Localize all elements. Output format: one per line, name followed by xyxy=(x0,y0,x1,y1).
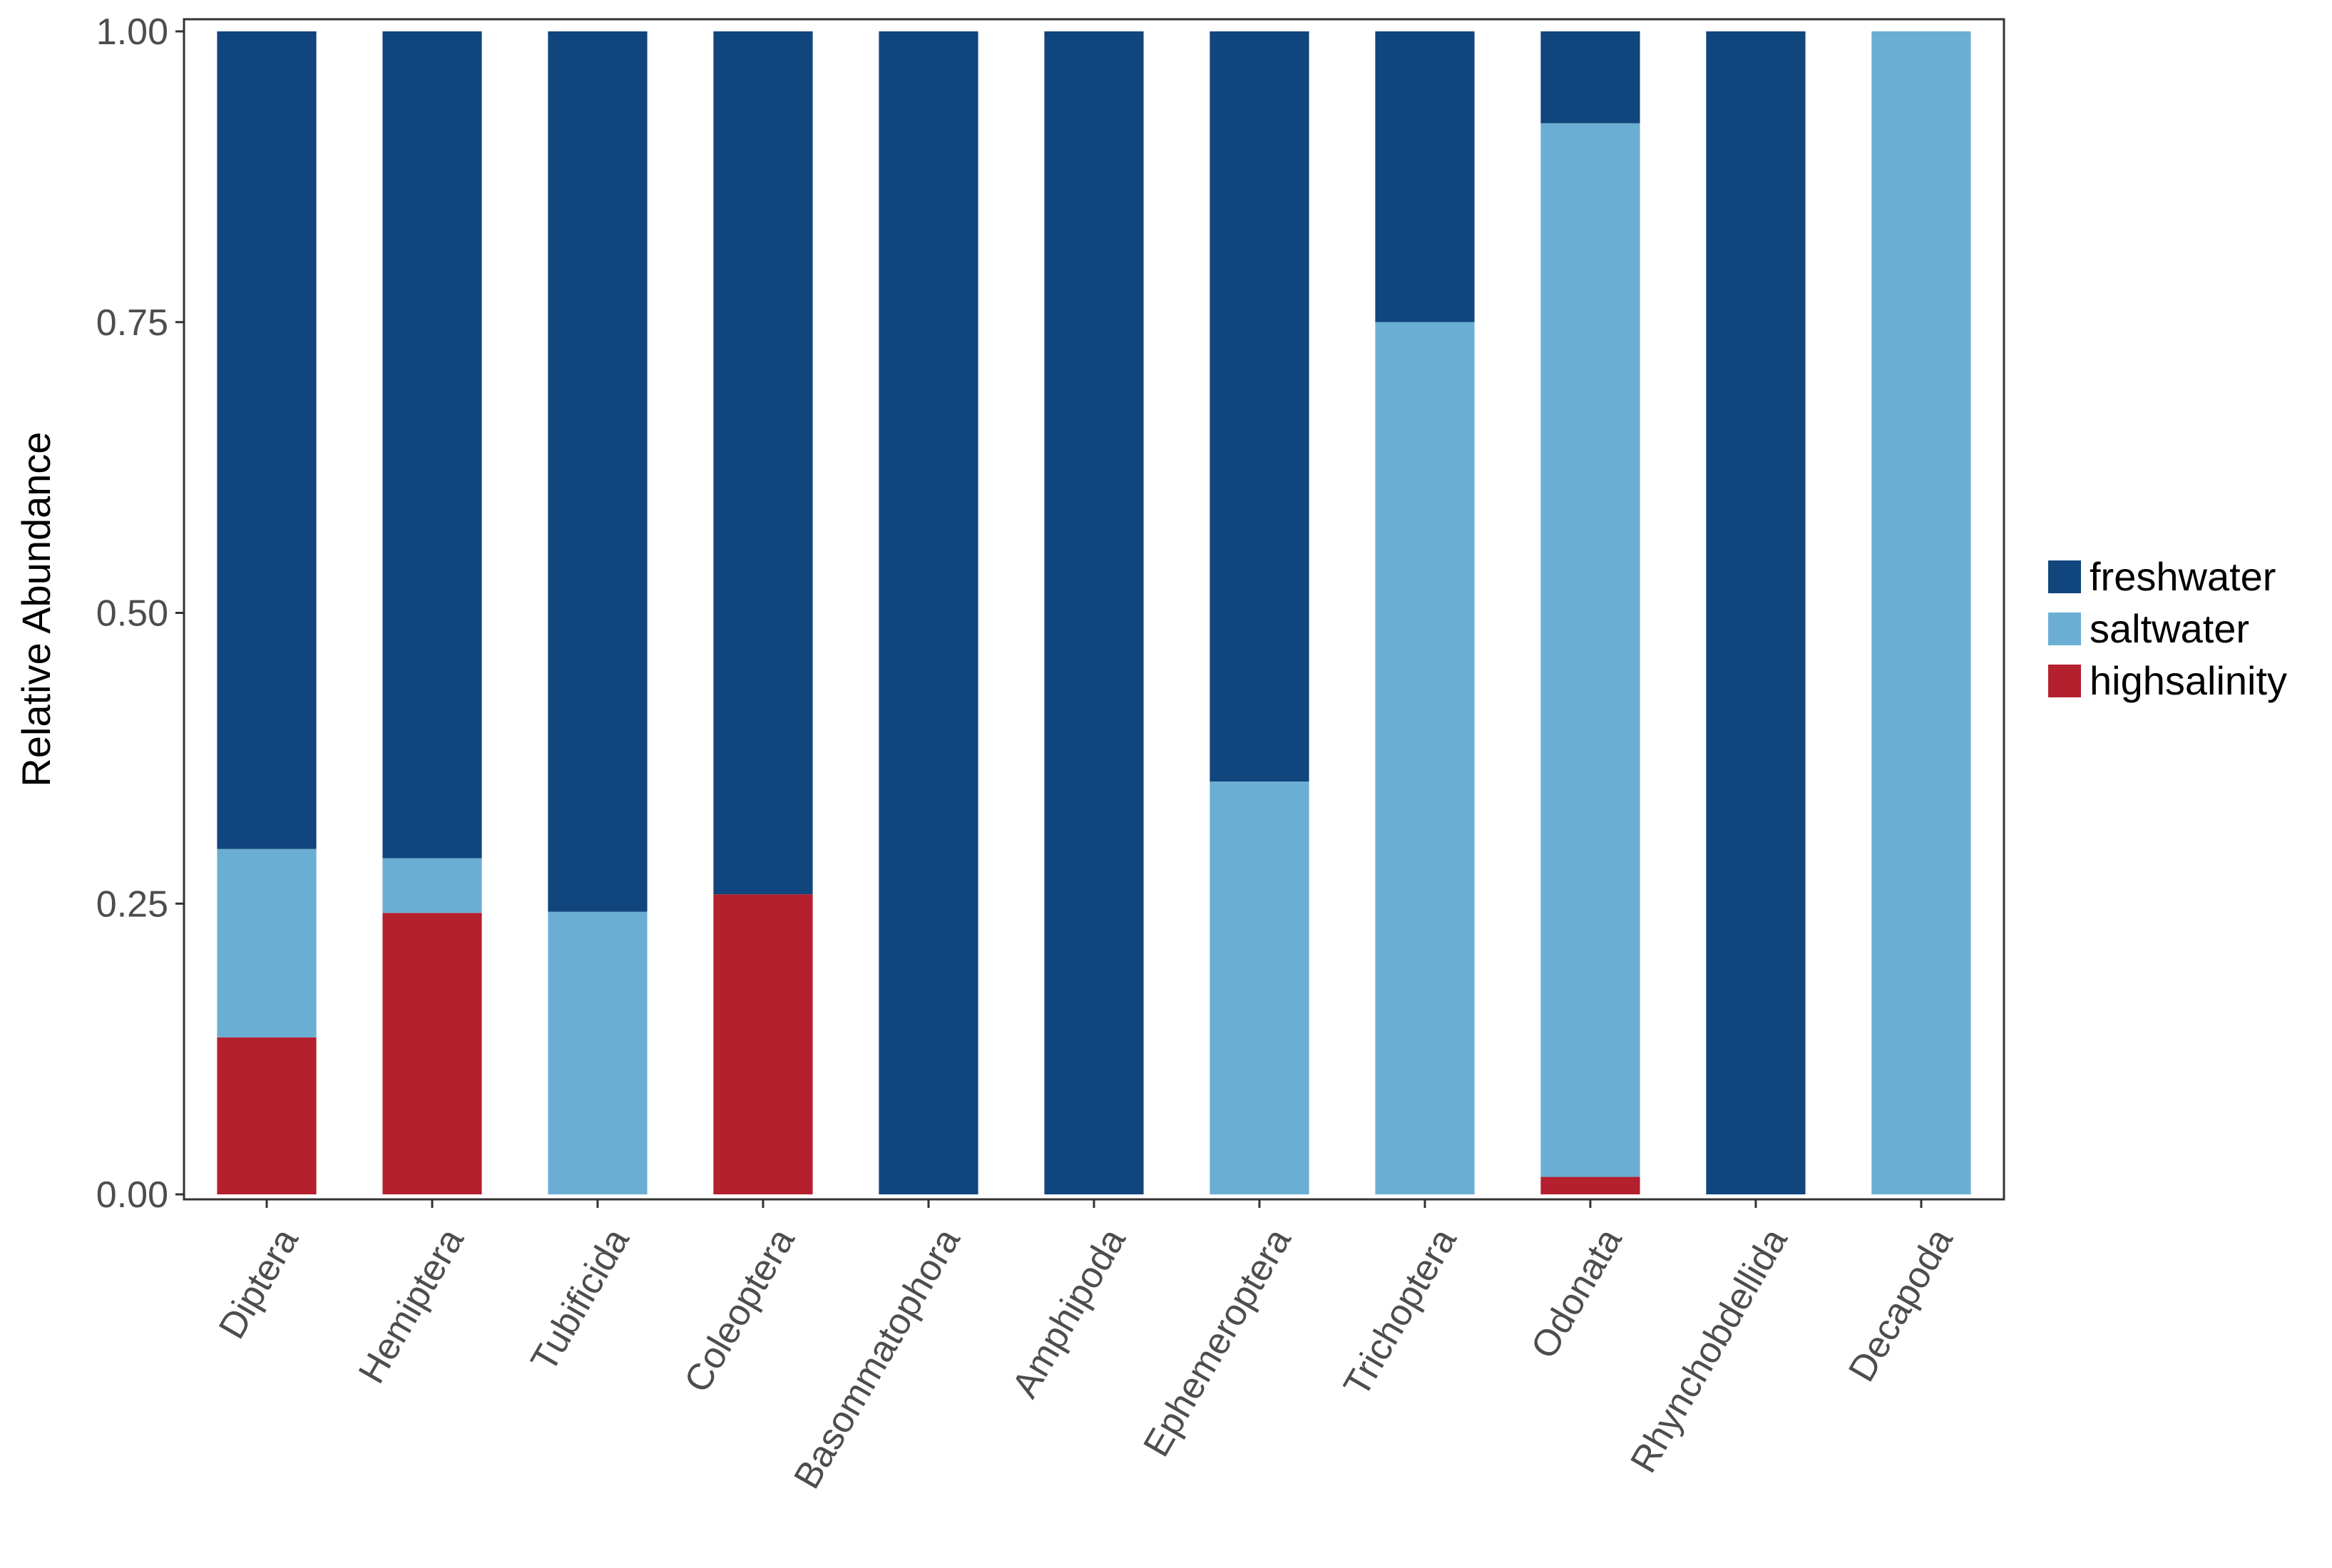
bar-diptera-freshwater xyxy=(217,31,317,849)
bar-amphipoda-freshwater xyxy=(1044,31,1144,1194)
bar-decapoda-saltwater xyxy=(1871,31,1971,1194)
x-tick-label: Odonata xyxy=(1523,1221,1630,1365)
y-axis-title: Relative Abundance xyxy=(14,431,58,786)
bar-trichoptera-freshwater xyxy=(1375,31,1475,322)
legend-key-freshwater xyxy=(2048,560,2081,593)
bar-odonata-highsalinity xyxy=(1540,1177,1640,1194)
bar-basommatophora-freshwater xyxy=(879,31,978,1194)
bar-ephemeroptera-saltwater xyxy=(1210,781,1309,1194)
bar-hemiptera-highsalinity xyxy=(382,913,482,1194)
y-tick-label: 0.75 xyxy=(96,302,168,344)
legend-label-saltwater: saltwater xyxy=(2090,606,2249,651)
bar-tubificida-saltwater xyxy=(548,911,648,1194)
legend-label-highsalinity: highsalinity xyxy=(2090,658,2287,703)
x-tick-label: Rhynchobdellida xyxy=(1622,1221,1796,1480)
bar-hemiptera-freshwater xyxy=(382,31,482,859)
x-tick-label: Basommatophora xyxy=(786,1221,968,1496)
bars-group xyxy=(217,31,1971,1194)
x-tick-label: Decapoda xyxy=(1841,1221,1961,1388)
x-tick-label: Amphipoda xyxy=(1004,1221,1134,1405)
bar-diptera-saltwater xyxy=(217,849,317,1037)
y-axis: 0.00 0.25 0.50 0.75 1.00 xyxy=(96,11,184,1216)
legend: freshwater saltwater highsalinity xyxy=(2048,554,2287,703)
bar-coleoptera-freshwater xyxy=(713,31,813,895)
x-tick-label: Hemiptera xyxy=(351,1221,472,1390)
x-tick-label: Diptera xyxy=(211,1221,307,1346)
y-tick-label: 0.25 xyxy=(96,883,168,925)
bar-trichoptera-saltwater xyxy=(1375,322,1475,1194)
bar-diptera-highsalinity xyxy=(217,1037,317,1194)
legend-label-freshwater: freshwater xyxy=(2090,554,2276,599)
bar-tubificida-freshwater xyxy=(548,31,648,912)
bar-coleoptera-highsalinity xyxy=(713,894,813,1194)
y-tick-label: 1.00 xyxy=(96,11,168,53)
bar-rhynchobdellida-freshwater xyxy=(1706,31,1806,1194)
x-axis: Diptera Hemiptera Tubificida ColeopteraBaso… xyxy=(211,1199,1961,1496)
bar-ephemeroptera-freshwater xyxy=(1210,31,1309,782)
y-tick-label: 0.00 xyxy=(96,1174,168,1216)
y-tick-label: 0.50 xyxy=(96,593,168,635)
x-tick-label: Ephemeroptera xyxy=(1135,1221,1299,1463)
bar-odonata-saltwater xyxy=(1540,123,1640,1177)
x-tick-label: Coleoptera xyxy=(676,1221,802,1399)
legend-key-highsalinity xyxy=(2048,665,2081,697)
x-tick-label: Tubificida xyxy=(523,1221,638,1378)
x-tick-label: Trichoptera xyxy=(1336,1221,1465,1403)
legend-key-saltwater xyxy=(2048,613,2081,645)
bar-odonata-freshwater xyxy=(1540,31,1640,123)
bar-hemiptera-saltwater xyxy=(382,858,482,913)
